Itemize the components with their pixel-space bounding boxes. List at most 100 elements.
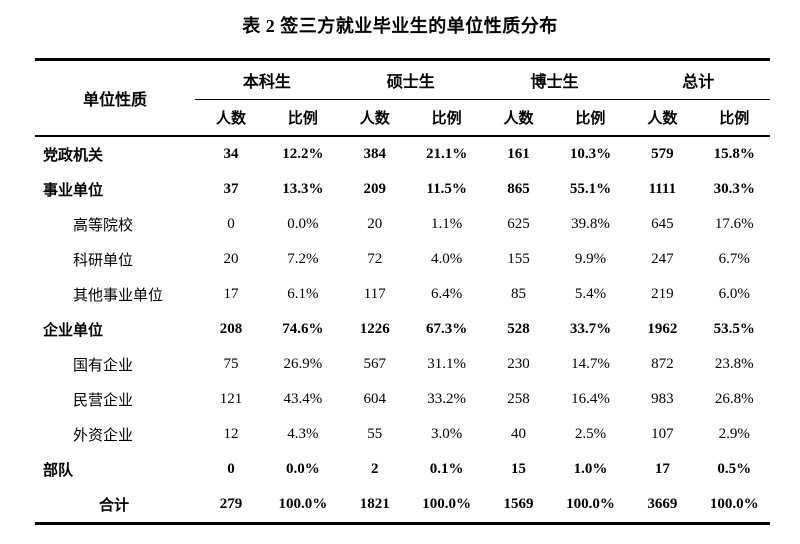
row-label: 党政机关 xyxy=(43,148,104,164)
row-label: 合计 xyxy=(99,498,130,514)
value-cell: 1.0% xyxy=(573,461,608,477)
value-cell: 247 xyxy=(651,251,674,267)
table-row: 科研单位 20 7.2% 72 4.0% 155 9.9% 247 6.7% xyxy=(35,242,770,277)
value-cell: 14.7% xyxy=(571,356,610,372)
row-label: 外资企业 xyxy=(73,428,134,444)
value-cell: 279 xyxy=(219,496,243,512)
subheader-count: 人数 xyxy=(338,99,411,137)
subheader-count: 人数 xyxy=(482,99,555,137)
value-cell: 33.7% xyxy=(569,321,612,337)
value-cell: 625 xyxy=(507,216,530,232)
value-cell: 17.6% xyxy=(714,216,754,232)
value-cell: 100.0% xyxy=(709,496,759,512)
value-cell: 100.0% xyxy=(566,496,615,512)
subheader-count: 人数 xyxy=(626,99,699,137)
value-cell: 6.7% xyxy=(718,251,750,267)
table-row: 企业单位 208 74.6% 1226 67.3% 528 33.7% 1962 53.5% xyxy=(35,312,770,347)
value-cell: 155 xyxy=(507,251,530,267)
value-cell: 20 xyxy=(367,216,383,232)
value-cell: 0.5% xyxy=(717,461,752,477)
value-cell: 0 xyxy=(227,461,235,477)
group-header-total: 总计 xyxy=(626,59,771,100)
subheader-ratio: 比例 xyxy=(554,99,627,137)
value-cell: 3.0% xyxy=(431,426,463,442)
value-cell: 26.8% xyxy=(714,391,754,407)
value-cell: 0 xyxy=(227,216,235,232)
value-cell: 0.1% xyxy=(429,461,464,477)
value-cell: 37 xyxy=(223,181,239,197)
value-cell: 0.0% xyxy=(285,461,320,477)
value-cell: 39.8% xyxy=(571,216,610,232)
value-cell: 6.1% xyxy=(287,286,319,302)
value-cell: 567 xyxy=(363,356,386,372)
group-header-row: 单位性质 本科生 硕士生 博士生 总计 xyxy=(35,59,771,137)
value-cell: 384 xyxy=(363,146,386,162)
value-cell: 17 xyxy=(654,461,670,477)
value-cell: 9.9% xyxy=(574,251,607,267)
value-cell: 55.1% xyxy=(569,181,612,197)
row-label: 事业单位 xyxy=(43,183,104,199)
value-cell: 7.2% xyxy=(287,251,319,267)
subheader-ratio: 比例 xyxy=(410,99,483,137)
group-header-doctor: 博士生 xyxy=(482,59,627,100)
value-cell: 209 xyxy=(363,181,386,197)
value-cell: 579 xyxy=(651,146,674,162)
value-cell: 1569 xyxy=(503,496,534,512)
value-cell: 1111 xyxy=(648,181,677,197)
table-row: 党政机关 34 12.2% 384 21.1% 161 10.3% 579 15.8% xyxy=(35,136,770,172)
value-cell: 1962 xyxy=(647,321,678,337)
value-cell: 12.2% xyxy=(282,146,324,162)
value-cell: 208 xyxy=(219,321,243,337)
group-header-master: 硕士生 xyxy=(338,59,483,100)
table-row: 国有企业 75 26.9% 567 31.1% 230 14.7% 872 23.8% xyxy=(35,347,770,382)
value-cell: 161 xyxy=(507,146,530,162)
value-cell: 230 xyxy=(507,356,530,372)
value-cell: 100.0% xyxy=(422,496,472,512)
table-row: 其他事业单位 17 6.1% 117 6.4% 85 5.4% 219 6.0% xyxy=(35,277,770,312)
value-cell: 15.8% xyxy=(713,146,755,162)
value-cell: 1226 xyxy=(359,321,390,337)
value-cell: 74.6% xyxy=(282,321,324,337)
value-cell: 983 xyxy=(651,391,674,407)
value-cell: 2 xyxy=(370,461,379,477)
value-cell: 4.3% xyxy=(287,426,319,442)
unit-type-distribution-table: 单位性质 本科生 硕士生 博士生 总计 人数 比例 人数 比例 人数 比例 人数… xyxy=(35,58,771,525)
row-label: 部队 xyxy=(43,463,74,479)
table-row: 高等院校 0 0.0% 20 1.1% 625 39.8% 645 17.6% xyxy=(35,207,770,242)
value-cell: 0.0% xyxy=(287,216,319,232)
value-cell: 13.3% xyxy=(282,181,324,197)
row-label: 企业单位 xyxy=(43,323,104,339)
value-cell: 43.4% xyxy=(283,391,323,407)
table-body: 党政机关 34 12.2% 384 21.1% 161 10.3% 579 15.8% 事业单位 3… xyxy=(35,136,770,524)
value-cell: 6.0% xyxy=(718,286,750,302)
row-label: 国有企业 xyxy=(73,358,134,374)
value-cell: 15 xyxy=(511,461,527,477)
value-cell: 2.9% xyxy=(718,426,750,442)
value-cell: 865 xyxy=(507,181,530,197)
value-cell: 528 xyxy=(507,321,530,337)
value-cell: 258 xyxy=(507,391,530,407)
row-label: 高等院校 xyxy=(73,218,134,234)
value-cell: 11.5% xyxy=(426,181,467,197)
value-cell: 107 xyxy=(651,426,674,442)
value-cell: 100.0% xyxy=(278,496,328,512)
group-header-undergraduate: 本科生 xyxy=(195,59,339,100)
value-cell: 33.2% xyxy=(427,391,467,407)
value-cell: 3669 xyxy=(647,496,678,512)
table-row: 民营企业 121 43.4% 604 33.2% 258 16.4% 983 26.8% xyxy=(35,382,770,417)
row-label: 民营企业 xyxy=(73,393,134,409)
subheader-ratio: 比例 xyxy=(698,99,771,137)
table-row: 外资企业 12 4.3% 55 3.0% 40 2.5% 107 2.9% xyxy=(35,417,770,452)
value-cell: 12 xyxy=(223,426,239,442)
value-cell: 53.5% xyxy=(713,321,755,337)
value-cell: 1821 xyxy=(359,496,390,512)
table-row: 合计 279 100.0% 1821 100.0% 1569 100.0% 3669 100.0… xyxy=(35,487,770,524)
value-cell: 117 xyxy=(363,286,386,302)
row-label: 科研单位 xyxy=(73,253,134,269)
value-cell: 219 xyxy=(651,286,674,302)
value-cell: 6.4% xyxy=(431,286,463,302)
table-row: 事业单位 37 13.3% 209 11.5% 865 55.1% 1111 30.3% xyxy=(35,172,770,207)
value-cell: 21.1% xyxy=(426,146,468,162)
value-cell: 2.5% xyxy=(574,426,607,442)
